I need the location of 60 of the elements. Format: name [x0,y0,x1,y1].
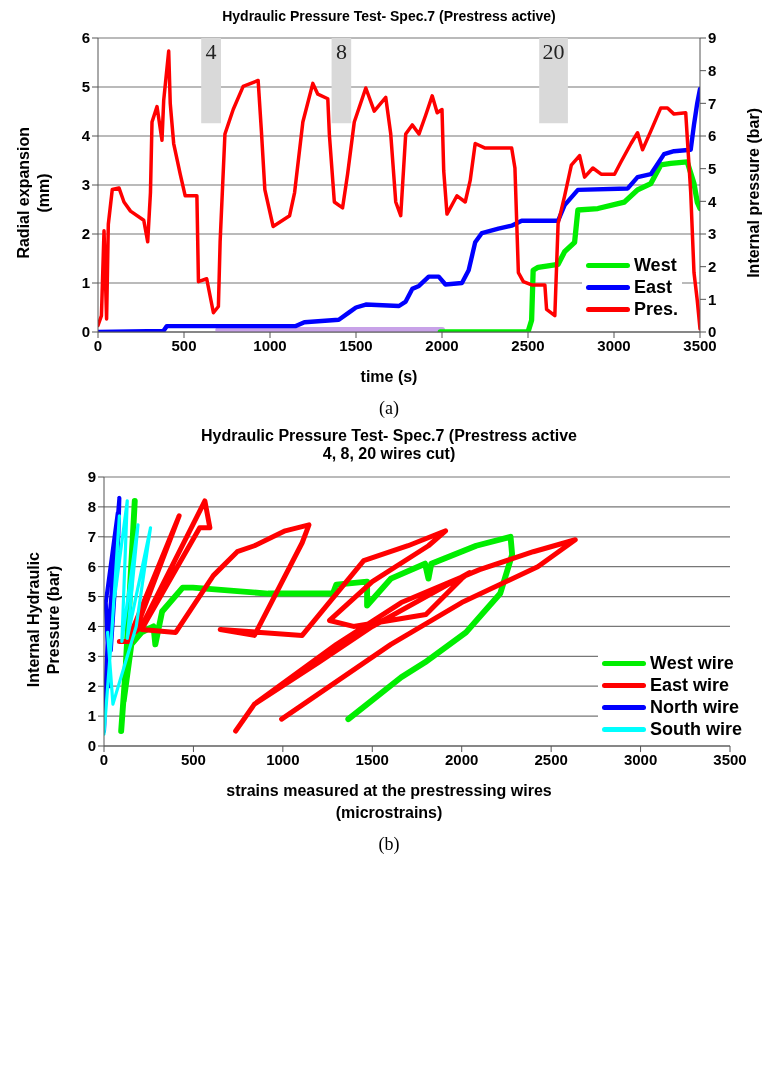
x-tick-label: 500 [171,336,197,354]
x-axis-title: strains measured at the prestressing wires (microstrains) [225,781,553,823]
legend-label: East [633,276,672,298]
text: (b) [377,834,401,855]
y2-axis-title: Internal pressure (bar) [744,108,763,278]
chart-title: Hydraulic Pressure Test- Spec.7 (Prestress active) [221,8,557,24]
legend-label: South wire [649,718,742,740]
band-label: 8 [335,38,347,64]
y-tick-label: 7 [87,528,96,546]
y2-tick-label: 4 [708,192,717,210]
y-tick-label: 1 [81,274,90,292]
y-tick-label: 4 [81,127,91,145]
y2-tick-label: 6 [708,127,717,145]
x-tick-label: 2500 [534,750,568,768]
y-tick-label: 8 [87,498,96,516]
y-tick-label: 5 [81,78,90,96]
y-tick-label: 4 [87,617,97,635]
text: (a) [378,398,400,419]
y-tick-label: 5 [87,587,96,605]
y-tick-label: 6 [87,557,96,575]
line-series [104,499,153,736]
x-tick-label: 2000 [425,336,459,354]
band-label: 4 [205,38,217,64]
y2-tick-label: 2 [708,257,717,275]
y-tick-label: 2 [81,225,90,243]
x-tick-label: 3000 [597,336,631,354]
y-tick-label: 2 [87,677,96,695]
y2-tick-label: 3 [708,225,717,243]
y2-tick-label: 5 [708,159,717,177]
y2-tick-label: 8 [708,61,717,79]
x-tick-label: 1000 [266,750,300,768]
x-tick-label: 1500 [339,336,373,354]
x-tick-label: 1500 [355,750,389,768]
y2-tick-label: 7 [708,94,717,112]
y-axis-title: Radial expansion (mm) [14,127,53,259]
band-label: 20 [542,38,565,64]
y-tick-label: 3 [81,176,90,194]
y-tick-label: 1 [87,707,96,725]
y-tick-label: 0 [87,737,96,755]
x-tick-label: 2000 [445,750,479,768]
y2-tick-label: 9 [708,29,717,47]
legend-label: West [633,254,677,276]
chart-title: Hydraulic Pressure Test- Spec.7 (Prestress active 4, 8, 20 wires cut) [200,427,578,463]
x-tick-label: 3500 [713,750,747,768]
y-tick-label: 0 [81,323,90,341]
x-tick-label: 3000 [623,750,658,768]
x-axis-title: time (s) [359,367,419,387]
legend-label: West wire [649,652,734,674]
y-axis-title: Internal Hydraulic Pressure (bar) [24,551,63,688]
legend-label: North wire [649,696,739,718]
x-tick-label: 1000 [253,336,287,354]
y-tick-label: 6 [81,29,90,47]
x-tick-label: 0 [99,750,109,768]
x-tick-label: 2500 [511,336,545,354]
x-tick-label: 500 [180,750,206,768]
legend-label: East wire [649,674,730,696]
legend-label: Pres. [633,298,678,320]
y-tick-label: 9 [87,468,96,486]
y2-tick-label: 1 [708,290,717,308]
y-tick-label: 3 [87,647,96,665]
